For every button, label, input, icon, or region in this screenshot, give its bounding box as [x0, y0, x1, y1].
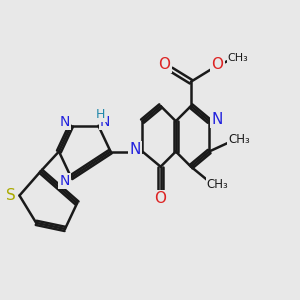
Text: CH₃: CH₃ — [228, 53, 248, 63]
Text: N: N — [211, 112, 223, 127]
Text: O: O — [212, 57, 224, 72]
Text: N: N — [100, 115, 110, 129]
Text: H: H — [96, 108, 106, 121]
Text: CH₃: CH₃ — [228, 133, 250, 146]
Text: N: N — [129, 142, 140, 158]
Text: N: N — [59, 115, 70, 129]
Text: S: S — [6, 188, 16, 203]
Text: CH₃: CH₃ — [206, 178, 228, 191]
Text: O: O — [154, 191, 166, 206]
Text: O: O — [159, 57, 171, 72]
Text: N: N — [59, 174, 70, 188]
